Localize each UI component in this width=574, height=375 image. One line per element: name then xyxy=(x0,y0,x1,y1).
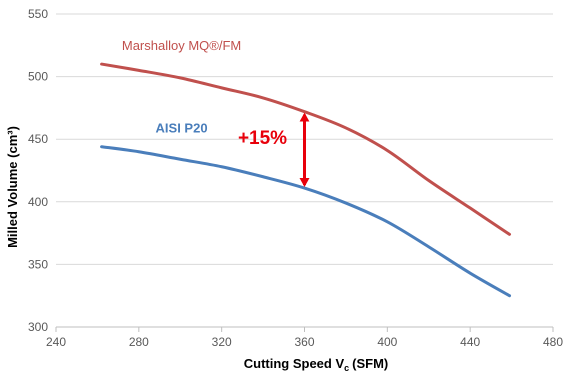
x-tick-label: 400 xyxy=(377,335,397,349)
x-tick-label: 320 xyxy=(212,335,232,349)
y-tick-label: 450 xyxy=(28,132,48,146)
y-tick-label: 350 xyxy=(28,257,48,271)
x-tick-label: 360 xyxy=(294,335,314,349)
y-tick-label: 300 xyxy=(28,320,48,334)
y-axis-title: Milled Volume (cm³) xyxy=(5,126,20,248)
annotations: +15% xyxy=(238,112,310,188)
series-line-1 xyxy=(100,145,512,298)
series-label-0: Marshalloy MQ®/FM xyxy=(122,38,241,53)
x-axis-title: Cutting Speed Vc (SFM) xyxy=(244,356,389,373)
series: Marshalloy MQ®/FM AISI P20 xyxy=(100,38,512,298)
y-tick-label: 500 xyxy=(28,70,48,84)
series-line-0 xyxy=(100,62,512,236)
y-tick-label: 550 xyxy=(28,7,48,21)
x-axis-title-main: Cutting Speed V xyxy=(244,356,345,371)
x-axis-title-subscript: c xyxy=(344,363,349,373)
axes: 300 350 400 450 500 550 240 280 320 360 400 440 480 xyxy=(28,7,563,349)
x-tick-label: 440 xyxy=(460,335,480,349)
x-tick-label: 280 xyxy=(129,335,149,349)
series-label-1: AISI P20 xyxy=(156,121,208,136)
difference-label: +15% xyxy=(238,128,287,149)
y-tick-label: 400 xyxy=(28,195,48,209)
x-axis-title-unit: (SFM) xyxy=(352,356,388,371)
x-tick-label: 240 xyxy=(46,335,66,349)
x-tick-label: 480 xyxy=(543,335,563,349)
